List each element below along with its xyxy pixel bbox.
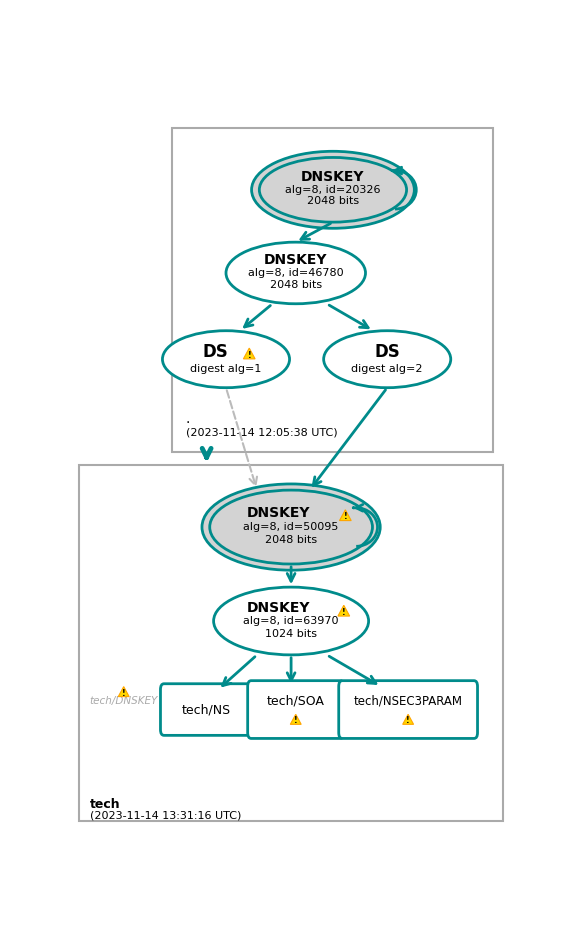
Text: alg=8, id=20326: alg=8, id=20326 (285, 185, 381, 195)
FancyBboxPatch shape (161, 683, 253, 735)
Ellipse shape (324, 331, 451, 387)
Text: tech/DNSKEY: tech/DNSKEY (90, 696, 158, 706)
Text: !: ! (248, 351, 251, 360)
Ellipse shape (214, 588, 369, 655)
Text: !: ! (342, 608, 345, 617)
Text: (2023-11-14 13:31:16 UTC): (2023-11-14 13:31:16 UTC) (90, 811, 242, 821)
Text: alg=8, id=46780: alg=8, id=46780 (248, 268, 344, 278)
Text: DNSKEY: DNSKEY (301, 170, 365, 184)
Text: tech/SOA: tech/SOA (267, 695, 325, 708)
Text: !: ! (122, 689, 126, 697)
Text: !: ! (344, 512, 347, 522)
Text: 2048 bits: 2048 bits (307, 196, 359, 207)
Text: !: ! (294, 716, 298, 726)
Text: 2048 bits: 2048 bits (270, 279, 322, 290)
Polygon shape (244, 348, 255, 359)
Text: tech: tech (90, 798, 121, 811)
Ellipse shape (162, 331, 290, 387)
Text: digest alg=2: digest alg=2 (352, 365, 423, 374)
Text: 1024 bits: 1024 bits (265, 629, 317, 639)
Text: tech/NS: tech/NS (182, 703, 231, 716)
Ellipse shape (202, 484, 380, 571)
Text: alg=8, id=63970: alg=8, id=63970 (243, 616, 339, 626)
Ellipse shape (260, 158, 407, 222)
Text: (2023-11-14 12:05:38 UTC): (2023-11-14 12:05:38 UTC) (186, 428, 337, 437)
Text: DNSKEY: DNSKEY (264, 253, 328, 267)
Text: DNSKEY: DNSKEY (247, 506, 311, 520)
FancyBboxPatch shape (172, 128, 494, 451)
Text: tech/NSEC3PARAM: tech/NSEC3PARAM (354, 695, 462, 708)
Polygon shape (290, 714, 301, 725)
Text: .: . (186, 413, 190, 426)
FancyBboxPatch shape (79, 465, 503, 822)
Polygon shape (118, 686, 129, 697)
Text: DS: DS (202, 343, 228, 361)
Text: DS: DS (374, 343, 400, 361)
Text: 2048 bits: 2048 bits (265, 535, 317, 545)
Ellipse shape (210, 490, 373, 564)
Text: digest alg=1: digest alg=1 (190, 365, 262, 374)
Ellipse shape (252, 151, 414, 228)
Polygon shape (403, 714, 414, 725)
Polygon shape (338, 605, 350, 616)
FancyBboxPatch shape (339, 681, 478, 739)
Text: alg=8, id=50095: alg=8, id=50095 (244, 522, 339, 532)
FancyBboxPatch shape (248, 681, 344, 739)
Polygon shape (340, 509, 351, 521)
Text: !: ! (406, 716, 410, 726)
Text: DNSKEY: DNSKEY (247, 601, 311, 615)
Ellipse shape (226, 243, 365, 304)
